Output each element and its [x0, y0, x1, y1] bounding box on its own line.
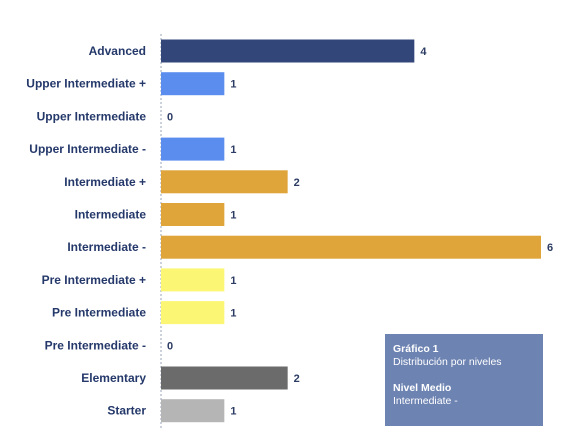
value-label-pre-intermediate-minus: 0: [167, 340, 173, 352]
bar-upper-intermediate-minus: [161, 137, 225, 161]
value-label-intermediate: 1: [230, 210, 236, 222]
value-label-upper-intermediate-minus: 1: [230, 144, 236, 156]
bar-upper-intermediate-plus: [161, 72, 225, 96]
value-label-intermediate-minus: 6: [547, 242, 553, 254]
category-label-elementary: Elementary: [81, 371, 146, 385]
category-label-starter: Starter: [107, 404, 146, 418]
value-label-upper-intermediate-plus: 1: [230, 79, 236, 91]
info-box-level-value: Intermediate -: [393, 395, 458, 407]
category-label-pre-intermediate-minus: Pre Intermediate -: [45, 338, 146, 352]
bar-starter: [161, 399, 225, 423]
bar-elementary: [161, 366, 288, 390]
category-label-pre-intermediate: Pre Intermediate: [52, 306, 146, 320]
category-label-intermediate-plus: Intermediate +: [64, 175, 146, 189]
value-label-pre-intermediate-plus: 1: [230, 275, 236, 287]
value-label-intermediate-plus: 2: [294, 177, 300, 189]
info-box-spacer: [393, 369, 535, 382]
info-box: Gráfico 1 Distribución por niveles Nivel…: [385, 334, 543, 426]
info-box-subtitle: Distribución por niveles: [393, 356, 502, 368]
bar-intermediate-minus: [161, 235, 541, 259]
bar-advanced: [161, 39, 415, 63]
category-label-upper-intermediate: Upper Intermediate: [37, 109, 147, 123]
bar-pre-intermediate-plus: [161, 268, 225, 292]
bar-pre-intermediate: [161, 301, 225, 325]
category-label-intermediate: Intermediate: [75, 208, 147, 222]
value-label-pre-intermediate: 1: [230, 308, 236, 320]
category-label-pre-intermediate-plus: Pre Intermediate +: [42, 273, 146, 287]
value-label-elementary: 2: [294, 373, 300, 385]
category-label-upper-intermediate-minus: Upper Intermediate -: [29, 142, 146, 156]
category-label-intermediate-minus: Intermediate -: [67, 240, 146, 254]
value-label-starter: 1: [230, 406, 236, 418]
value-label-upper-intermediate: 0: [167, 111, 173, 123]
value-label-advanced: 4: [420, 46, 427, 58]
info-box-title: Gráfico 1: [393, 343, 439, 355]
bar-intermediate-plus: [161, 170, 288, 194]
info-box-level-title: Nivel Medio: [393, 382, 452, 394]
category-label-advanced: Advanced: [89, 44, 146, 58]
category-label-upper-intermediate-plus: Upper Intermediate +: [26, 77, 146, 91]
bar-intermediate: [161, 203, 225, 226]
